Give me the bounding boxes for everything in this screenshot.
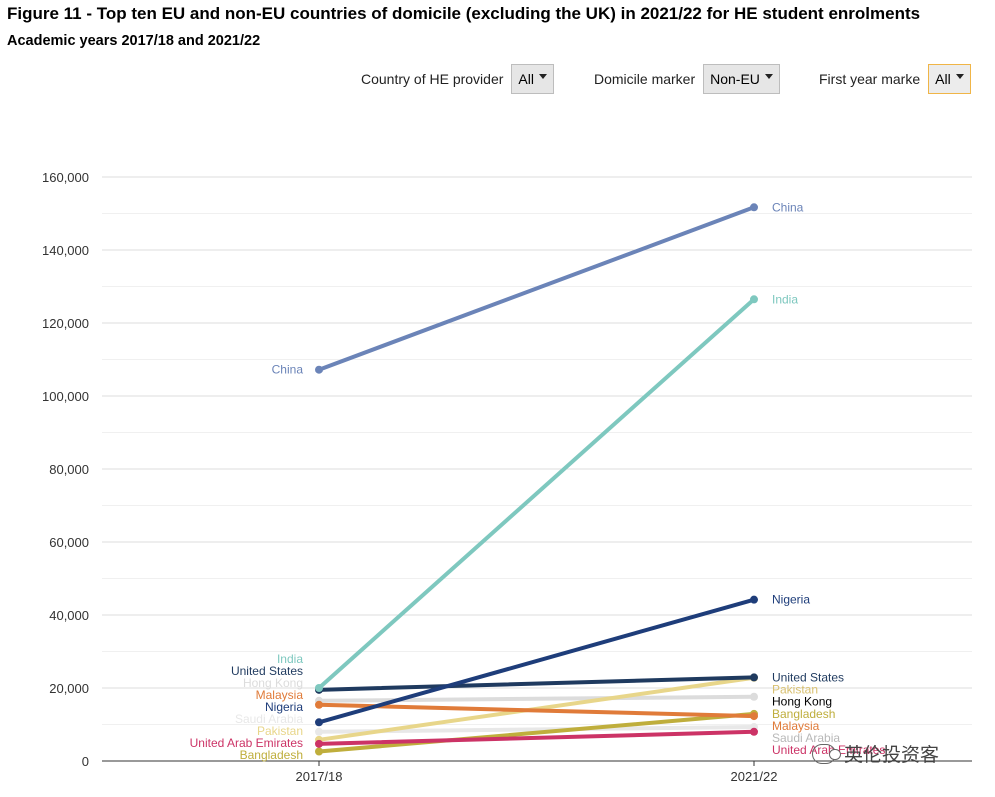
start-label-united-arab-emirates: United Arab Emirates (190, 736, 303, 750)
filter-domicile-marker: Domicile marker Non-EU (594, 63, 780, 95)
filter-country-of-provider: Country of HE provider All (361, 63, 554, 95)
data-point-malaysia-end (750, 712, 758, 721)
y-tick-label: 20,000 (49, 681, 89, 696)
y-tick-label: 140,000 (42, 243, 89, 258)
filter-first-year-marker-value: All (935, 71, 951, 87)
end-label-saudi-arabia: Saudi Arabia (772, 731, 840, 745)
chart-title: Figure 11 - Top ten EU and non-EU countr… (7, 4, 921, 23)
series-line-china (317, 205, 756, 372)
end-label-bangladesh: Bangladesh (772, 707, 835, 721)
y-tick-label: 60,000 (49, 535, 89, 550)
data-point-nigeria-start (315, 718, 323, 727)
y-tick-label: 100,000 (42, 389, 89, 404)
data-point-india-end (750, 295, 758, 304)
series-line-united-arab-emirates (317, 729, 756, 746)
y-tick-label: 80,000 (49, 462, 89, 477)
y-tick-label: 40,000 (49, 608, 89, 623)
data-point-united-arab-emirates-end (750, 727, 758, 736)
filter-country-of-provider-label: Country of HE provider (361, 71, 504, 87)
end-label-china: China (772, 200, 804, 214)
end-label-nigeria: Nigeria (772, 593, 810, 607)
series-line-united-states (317, 675, 756, 692)
chart-subtitle: Academic years 2017/18 and 2021/22 (7, 33, 261, 49)
start-label-china: China (272, 363, 304, 377)
data-point-china-start (315, 365, 323, 374)
end-label-pakistan: Pakistan (772, 682, 818, 696)
start-label-bangladesh: Bangladesh (240, 748, 303, 762)
x-tick-label: 2021/22 (731, 769, 778, 784)
end-label-united-states: United States (772, 670, 844, 684)
chevron-down-icon (764, 73, 773, 79)
data-point-india-start (315, 684, 323, 692)
series-line-malaysia (317, 702, 756, 719)
series-line-bangladesh (317, 711, 756, 754)
start-label-united-states: United States (231, 664, 303, 678)
data-point-bangladesh-start (315, 747, 323, 756)
x-tick-label: 2017/18 (296, 769, 343, 784)
y-tick-label: 120,000 (42, 316, 89, 331)
start-label-malaysia: Malaysia (256, 688, 304, 702)
filter-country-of-provider-value: All (518, 71, 534, 87)
watermark-text: 英伦投资客 (844, 744, 940, 766)
data-point-saudi-arabia-start (315, 727, 323, 736)
data-point-nigeria-end (750, 595, 758, 604)
series-line-nigeria (317, 597, 756, 725)
start-label-hong-kong: Hong Kong (243, 676, 303, 690)
y-tick-label: 160,000 (42, 170, 89, 185)
start-label-nigeria: Nigeria (265, 700, 303, 714)
start-label-india: India (277, 652, 303, 666)
series-line-hong-kong (317, 694, 756, 703)
filter-first-year-marker: First year marke All (819, 63, 971, 95)
filter-domicile-marker-label: Domicile marker (594, 71, 696, 87)
y-tick-label: 0 (82, 754, 89, 769)
end-label-india: India (772, 292, 798, 306)
filter-domicile-marker-value: Non-EU (710, 71, 760, 87)
series-line-india (317, 297, 756, 690)
filter-country-of-provider-select[interactable]: All (511, 64, 554, 94)
chevron-down-icon (955, 73, 964, 79)
data-point-united-states-end (750, 673, 758, 682)
data-point-hong-kong-end (750, 692, 758, 701)
end-label-hong-kong: Hong Kong (772, 694, 832, 708)
filter-first-year-marker-label: First year marke (819, 71, 921, 87)
chevron-down-icon (538, 73, 547, 79)
filter-domicile-marker-select[interactable]: Non-EU (703, 64, 780, 94)
start-label-saudi-arabia: Saudi Arabia (235, 712, 303, 726)
data-point-china-end (750, 203, 758, 212)
watermark: 英伦投资客 (812, 740, 939, 767)
start-label-pakistan: Pakistan (257, 724, 303, 738)
wechat-icon (812, 743, 841, 764)
filter-first-year-marker-select[interactable]: All (928, 64, 971, 94)
data-point-malaysia-start (315, 700, 323, 709)
data-point-united-arab-emirates-start (315, 739, 323, 748)
end-label-malaysia: Malaysia (772, 719, 820, 733)
